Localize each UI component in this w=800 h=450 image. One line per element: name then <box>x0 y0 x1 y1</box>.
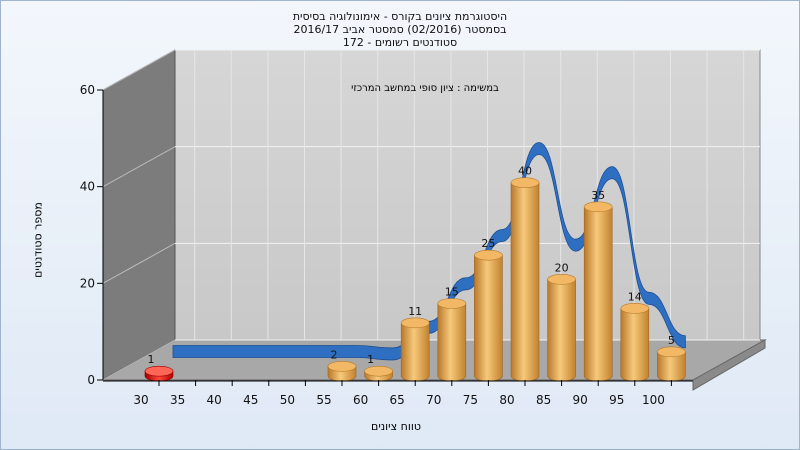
grid-line <box>102 49 176 91</box>
title-line-3: סטודנטים רשומים - 172 <box>342 36 458 49</box>
data-label: 25 <box>481 237 495 250</box>
bar-body <box>400 322 430 382</box>
floor-edge <box>692 339 766 391</box>
x-tick-label: 100 <box>642 393 665 407</box>
bar-top <box>547 274 576 285</box>
x-tick-label: 85 <box>536 393 551 407</box>
bar-85: 20 <box>547 261 576 382</box>
bar-top <box>327 361 357 372</box>
data-label: 40 <box>518 165 532 178</box>
x-axis-label: טווח ציונים <box>371 420 421 433</box>
data-label: 20 <box>555 261 569 274</box>
bar-80: 40 <box>510 165 540 382</box>
x-tick-label: 75 <box>463 393 478 407</box>
chart-annotation: במשימה : ציון סופי במחשב המרכזי <box>351 83 499 94</box>
x-tick-label: 30 <box>133 393 148 407</box>
grid-line <box>102 339 176 381</box>
bar-top <box>620 303 650 314</box>
bar-60: 1 <box>364 353 393 382</box>
bar-55: 2 <box>327 348 357 382</box>
data-label: 5 <box>668 334 675 347</box>
distribution-curve <box>172 142 686 361</box>
bar-95: 14 <box>620 290 650 382</box>
bar-top <box>400 317 430 329</box>
left-wall <box>102 49 176 381</box>
bar-75: 25 <box>474 237 503 382</box>
bar-70: 15 <box>437 286 467 382</box>
x-tick-label: 45 <box>243 393 258 407</box>
bar-top <box>510 177 540 188</box>
data-label: 2 <box>331 348 338 361</box>
bar-body <box>620 308 650 382</box>
x-tick-label: 95 <box>609 393 624 407</box>
x-tick-label: 50 <box>280 393 295 407</box>
bar-body <box>437 303 467 382</box>
bar-top <box>657 346 686 358</box>
x-axis: 30 35 40 45 50 55 60 65 70 75 80 85 90 95 100 <box>103 380 693 407</box>
x-tick-label: 90 <box>573 393 588 407</box>
data-label: 1 <box>148 353 155 366</box>
chart-title: היסטוגרמת ציונים בקורס - אימונולוגיה בסי… <box>0 10 800 49</box>
back-wall <box>174 49 761 341</box>
title-line-2: בסמסטר (02/2016) סמסטר אביב 2016/17 <box>293 23 507 36</box>
x-tick-label: 70 <box>426 393 441 407</box>
data-label: 15 <box>445 286 459 299</box>
bar-top <box>364 365 393 377</box>
y-tick-label: 40 <box>80 180 95 194</box>
data-label: 35 <box>591 189 605 202</box>
data-label: 11 <box>408 305 422 318</box>
x-tick-label: 80 <box>499 393 514 407</box>
data-label: 1 <box>367 353 374 366</box>
bar-90: 35 <box>583 189 613 382</box>
bar-body <box>583 206 613 382</box>
data-label: 14 <box>628 290 642 303</box>
bar-100: 5 <box>657 334 686 382</box>
x-tick-label: 65 <box>390 393 405 407</box>
bar-top <box>474 249 503 261</box>
y-axis: 0 20 40 60 <box>80 83 104 387</box>
y-axis-label: מספר סטודנטים <box>31 202 45 278</box>
bar-body <box>474 254 503 382</box>
grid-line <box>102 242 176 284</box>
title-line-1: היסטוגרמת ציונים בקורס - אימונולוגיה בסי… <box>292 10 508 23</box>
bar-body <box>547 279 576 382</box>
bar-65: 11 <box>400 305 430 382</box>
y-tick-label: 20 <box>80 276 95 290</box>
bar-top <box>583 201 613 213</box>
x-tick-label: 35 <box>170 393 185 407</box>
x-tick-label: 60 <box>353 393 368 407</box>
y-tick-label: 0 <box>87 373 95 387</box>
bar-top <box>437 298 467 309</box>
grid-line <box>102 146 176 188</box>
bar-top <box>144 365 174 377</box>
x-tick-label: 40 <box>207 393 222 407</box>
y-tick-label: 60 <box>80 83 95 97</box>
bar-body <box>510 182 540 382</box>
x-tick-label: 55 <box>316 393 331 407</box>
